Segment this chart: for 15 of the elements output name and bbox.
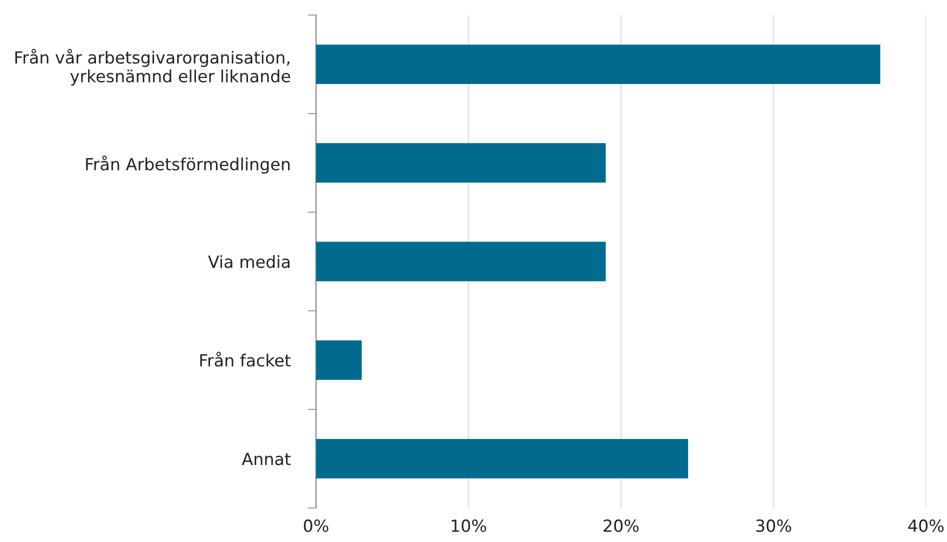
y-tick-label: Via media — [208, 255, 290, 268]
bar — [316, 340, 362, 380]
y-tick-label: Från vår arbetsgivarorganisation, yrkesnämnd eller liknande — [15, 48, 290, 86]
y-tick-label: Från Arbetsförmedlingen — [86, 156, 290, 174]
x-tick-label: 30% — [756, 519, 792, 532]
bar — [316, 44, 880, 84]
y-tick-label: Från facket — [200, 352, 291, 367]
y-tick-label: Annat — [242, 452, 291, 466]
bar — [316, 438, 688, 478]
bar — [316, 143, 606, 183]
bar — [316, 242, 606, 282]
x-tick-label: 40% — [908, 519, 944, 532]
x-tick-label: 0% — [304, 519, 328, 532]
x-tick-label: 20% — [604, 519, 639, 532]
x-tick-label: 10% — [452, 519, 486, 532]
